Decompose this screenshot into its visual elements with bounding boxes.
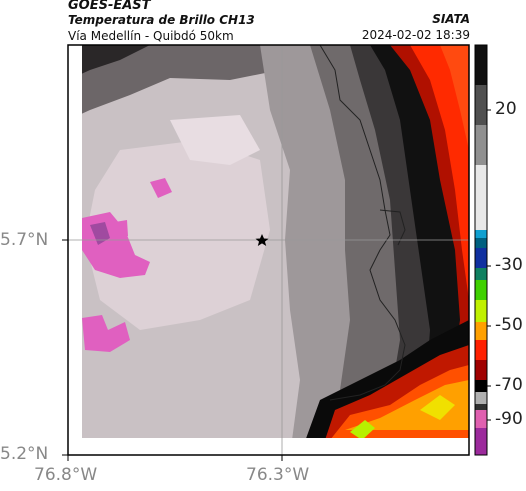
- lon-tick-label: 76.3°W: [246, 465, 310, 485]
- star-icon: [255, 234, 269, 246]
- timestamp: 2024-02-02 18:39: [361, 28, 470, 42]
- region-subtitle: Vía Medellín - Quibdó 50km: [68, 29, 234, 43]
- colorbar-tick-label: -50: [495, 315, 523, 335]
- product-title: Temperatura de Brillo CH13: [68, 13, 255, 27]
- plot-frame: [67, 44, 470, 456]
- satellite-name: GOES-EAST: [68, 0, 151, 13]
- colorbar-tick-label: -70: [495, 375, 523, 395]
- lat-tick-label: 5.7°N: [0, 230, 49, 250]
- colorbar-tick-label: -90: [495, 409, 523, 429]
- colorbar: [474, 44, 491, 456]
- temperature-field: [68, 45, 469, 455]
- lat-tick-label: 5.2°N: [0, 444, 49, 464]
- colorbar-tick-label: 20: [495, 99, 517, 119]
- organization-label: SIATA: [432, 12, 470, 26]
- colorbar-tick-label: -30: [495, 255, 523, 275]
- lon-tick-label: 76.8°W: [34, 465, 98, 485]
